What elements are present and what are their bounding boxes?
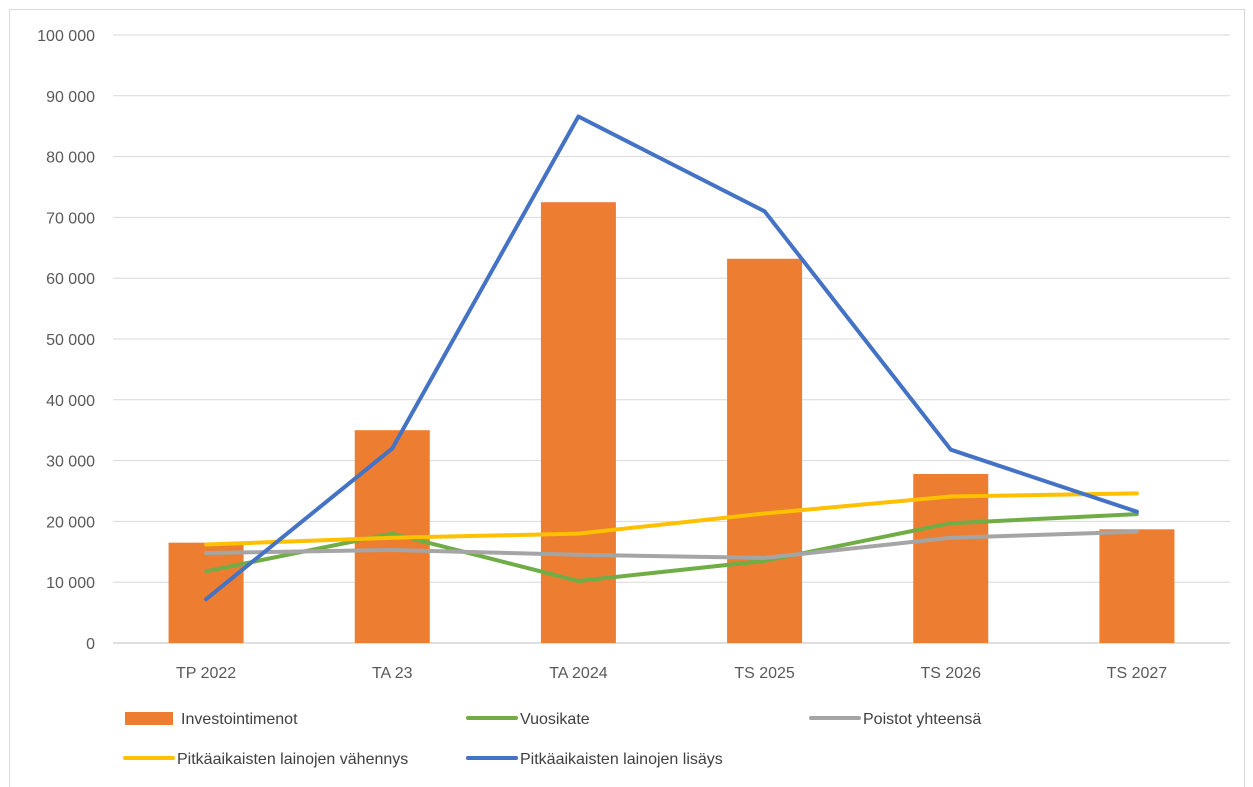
bar-series — [168, 202, 1175, 643]
legend-swatch-investointimenot — [125, 712, 173, 725]
x-axis-ticks: TP 2022 TA 23 TA 2024 TS 2025 TS 2026 TS 2027 — [176, 665, 1167, 682]
x-tick-label: TS 2025 — [734, 665, 795, 682]
legend-label: Pitkäaikaisten lainojen vähennys — [177, 751, 408, 768]
y-tick-label: 80 000 — [46, 150, 95, 167]
y-tick-label: 70 000 — [46, 210, 95, 227]
series-line-3 — [204, 114, 1139, 602]
bar-investointimenot — [727, 258, 803, 643]
chart-frame — [9, 9, 1245, 787]
y-tick-label: 0 — [86, 636, 95, 653]
x-tick-label: TS 2026 — [921, 665, 982, 682]
legend-label: Pitkäaikaisten lainojen lisäys — [520, 751, 723, 768]
bar-investointimenot — [1099, 529, 1175, 643]
bar-investointimenot — [540, 202, 616, 643]
x-tick-label: TS 2027 — [1107, 665, 1168, 682]
bar-investointimenot — [168, 542, 244, 643]
legend-label: Vuosikate — [520, 711, 590, 728]
bar-investointimenot — [913, 473, 989, 643]
y-axis-ticks: 0 10 000 20 000 30 000 40 000 50 000 60 000 70 … — [37, 28, 95, 653]
legend-label: Poistot yhteensä — [863, 711, 981, 728]
y-tick-label: 90 000 — [46, 89, 95, 106]
gridlines — [113, 34, 1230, 644]
legend: Investointimenot Vuosikate Poistot yhteens… — [123, 711, 981, 768]
y-tick-label: 60 000 — [46, 271, 95, 288]
y-tick-label: 50 000 — [46, 332, 95, 349]
y-tick-label: 40 000 — [46, 393, 95, 410]
series-line-2 — [204, 491, 1139, 547]
y-tick-label: 10 000 — [46, 575, 95, 592]
series-line-1 — [204, 529, 1139, 560]
x-tick-label: TA 23 — [372, 665, 413, 682]
x-tick-label: TA 2024 — [549, 665, 608, 682]
legend-label-investointimenot: Investointimenot — [181, 711, 298, 728]
y-tick-label: 30 000 — [46, 454, 95, 471]
y-tick-label: 20 000 — [46, 514, 95, 531]
x-tick-label: TP 2022 — [176, 665, 236, 682]
y-tick-label: 100 000 — [37, 28, 95, 45]
line-series — [204, 114, 1139, 602]
